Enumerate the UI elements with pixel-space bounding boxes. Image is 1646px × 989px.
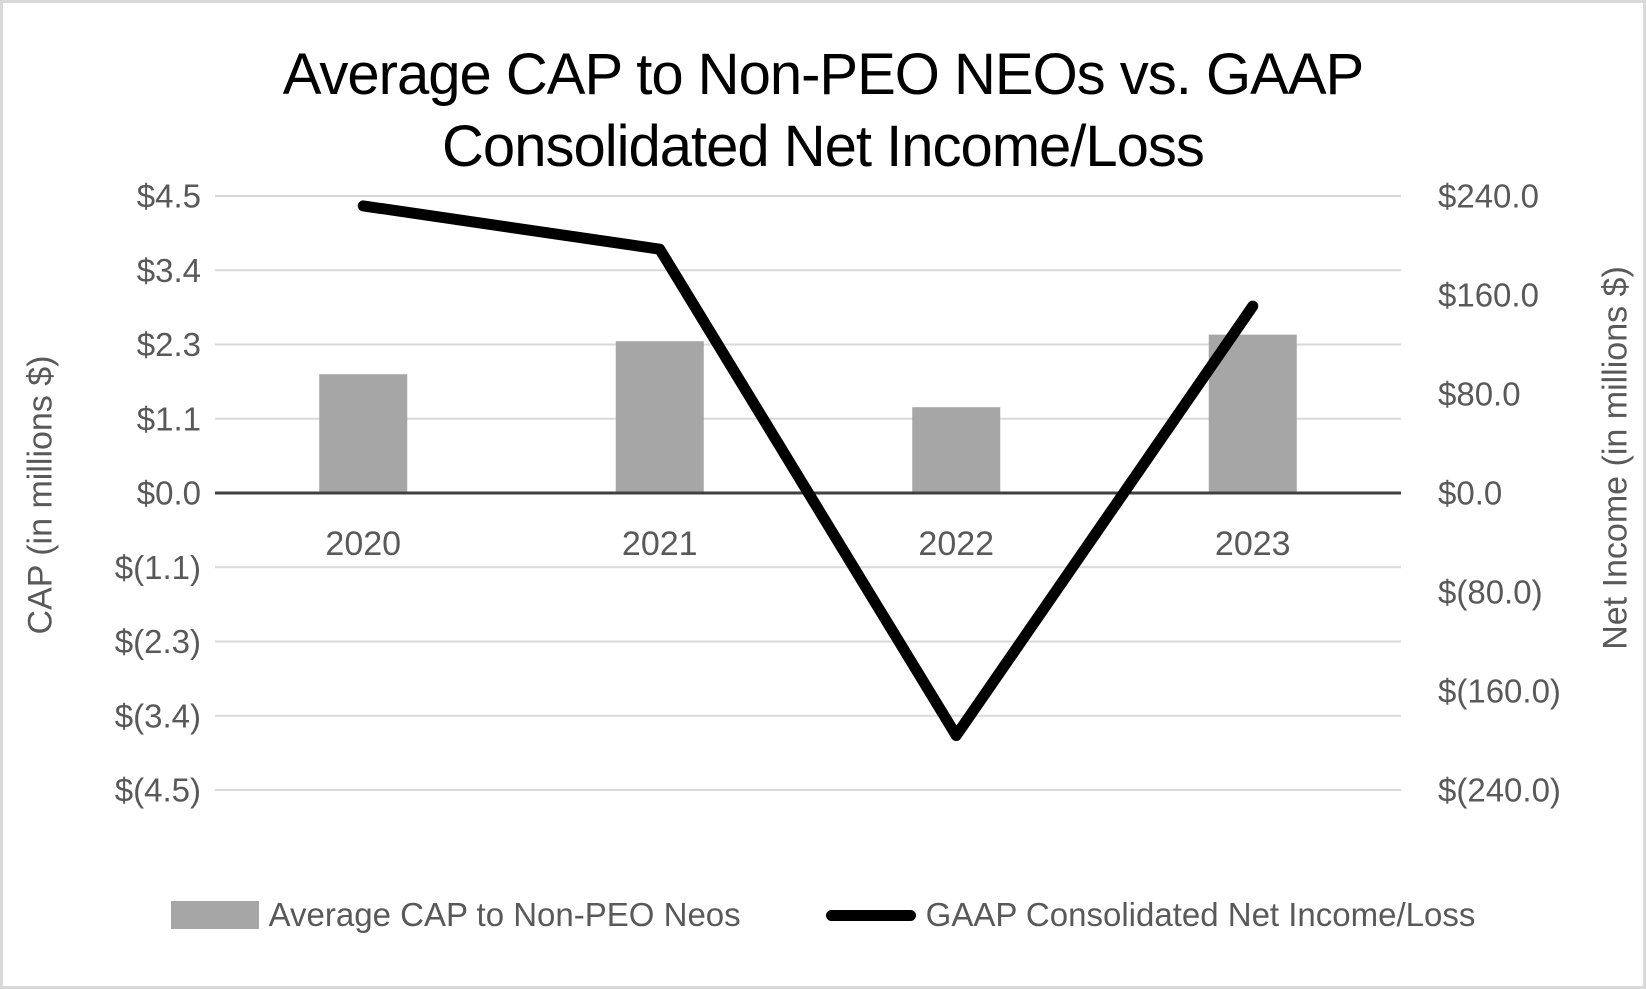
left-axis-tick-label: $(4.5) [115,772,201,809]
chart-title-line-2: Consolidated Net Income/Loss [442,114,1205,179]
chart-title: Average CAP to Non-PEO NEOs vs. GAAP Con… [3,39,1643,183]
right-axis-tick-label: $240.0 [1438,178,1539,215]
right-axis-tick-label: $160.0 [1438,277,1539,314]
left-axis-title: CAP (in millions $) [21,355,60,635]
left-axis-tick-label: $0.0 [137,475,201,512]
bar-2023 [1208,334,1297,493]
chart-title-line-1: Average CAP to Non-PEO NEOs vs. GAAP [282,42,1364,107]
line-series-swatch [825,909,916,921]
left-axis-tick-label: $(1.1) [115,549,201,586]
legend: Average CAP to Non-PEO Neos GAAP Consoli… [3,896,1643,934]
net-income-line [357,200,1259,742]
left-axis-tick-label: $(2.3) [115,623,201,660]
left-axis-tick-label: $2.3 [137,326,201,363]
bar-2020 [319,374,408,493]
x-axis-label-2020: 2020 [325,525,401,563]
x-axis-label-2021: 2021 [622,525,698,563]
bar-2022 [912,407,1001,493]
legend-item-line: GAAP Consolidated Net Income/Loss [825,896,1476,934]
left-axis-tick-label: $4.5 [137,178,201,215]
right-axis-tick-label: $(80.0) [1438,574,1543,611]
left-axis-tick-label: $(3.4) [115,697,201,734]
legend-line-label: GAAP Consolidated Net Income/Loss [925,896,1476,933]
legend-bar-label: Average CAP to Non-PEO Neos [268,896,741,933]
bar-series-swatch [170,901,259,929]
left-axis-tick-label: $3.4 [137,252,201,289]
left-axis-tick-label: $1.1 [137,400,201,437]
x-axis-label-2022: 2022 [918,525,994,563]
right-axis-title: Net Income (in millions $) [1596,266,1635,650]
right-axis-tick-label: $80.0 [1438,376,1521,413]
bar-2021 [615,341,704,493]
right-axis-tick-label: $0.0 [1438,475,1502,512]
right-axis-tick-label: $(240.0) [1438,772,1561,809]
plot-area: $4.5 $3.4 $2.3 $1.1 $0.0 $(1.1) $(2.3) $(3.4) $(… [115,178,1561,809]
right-axis-tick-label: $(160.0) [1438,673,1561,710]
legend-item-bar: Average CAP to Non-PEO Neos [170,896,741,934]
x-axis-label-2023: 2023 [1215,525,1291,563]
